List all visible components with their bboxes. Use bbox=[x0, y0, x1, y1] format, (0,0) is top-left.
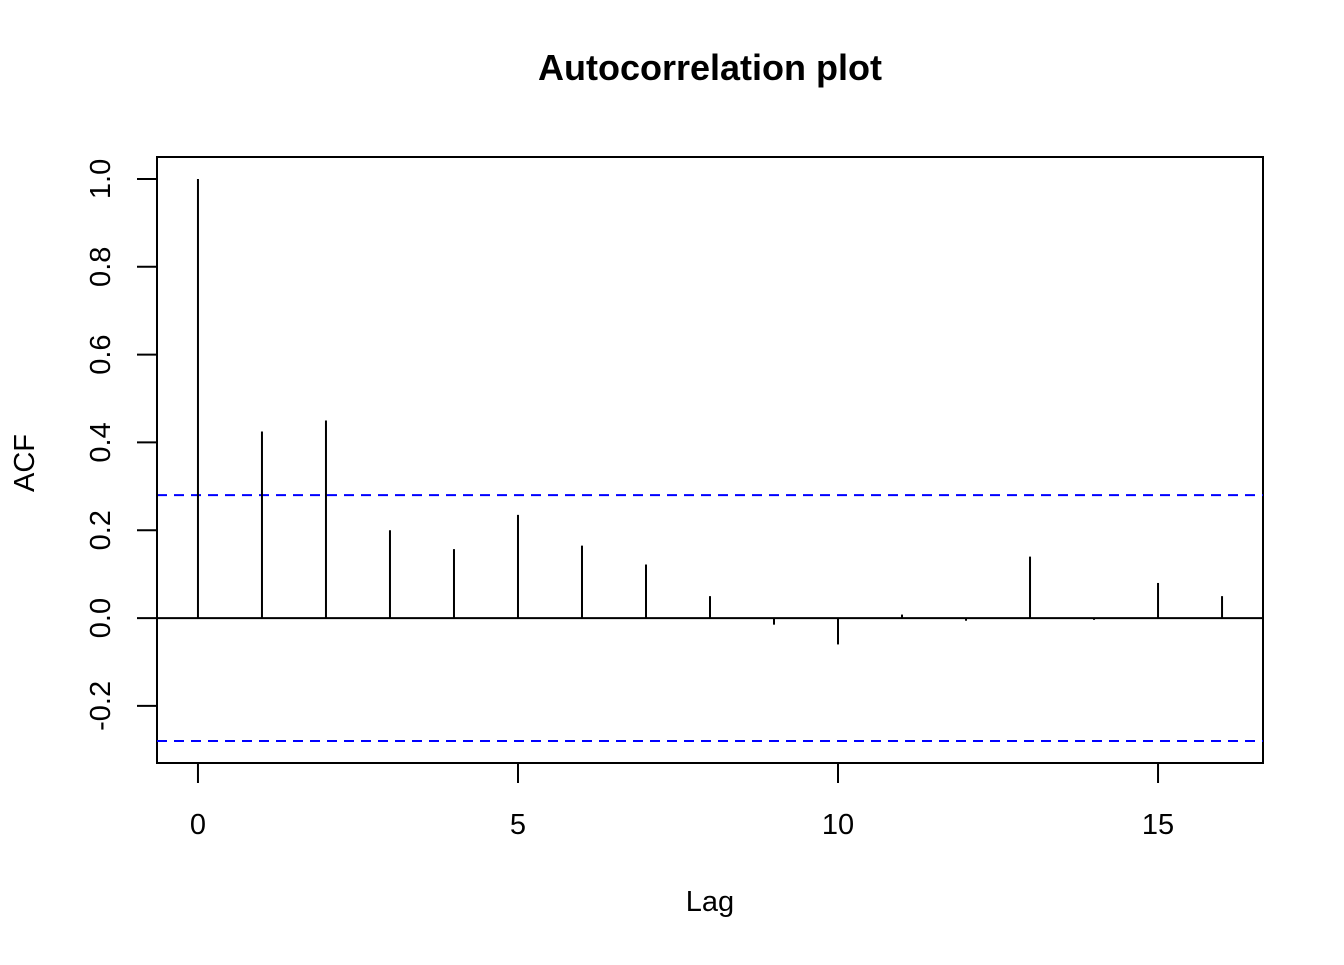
y-tick-label: 0.0 bbox=[85, 598, 117, 638]
plot-area: 0 5 10 15 -0.2 0.0 0.2 0.4 0.6 0.8 1.0 bbox=[85, 157, 1263, 841]
y-tick-label: 0.2 bbox=[85, 510, 117, 550]
y-tick-label: -0.2 bbox=[85, 681, 117, 731]
chart-title: Autocorrelation plot bbox=[538, 47, 882, 88]
x-axis-label: Lag bbox=[686, 886, 734, 918]
y-tick-label: 0.4 bbox=[85, 422, 117, 462]
plot-frame bbox=[157, 157, 1263, 763]
x-tick-label: 0 bbox=[190, 809, 206, 841]
x-tick-label: 5 bbox=[510, 809, 526, 841]
y-axis-label: ACF bbox=[9, 434, 41, 492]
y-tick-label: 0.8 bbox=[85, 247, 117, 287]
y-tick-label: 1.0 bbox=[85, 159, 117, 199]
x-tick-label: 15 bbox=[1142, 809, 1174, 841]
x-tick-label: 10 bbox=[822, 809, 854, 841]
y-tick-label: 0.6 bbox=[85, 334, 117, 374]
